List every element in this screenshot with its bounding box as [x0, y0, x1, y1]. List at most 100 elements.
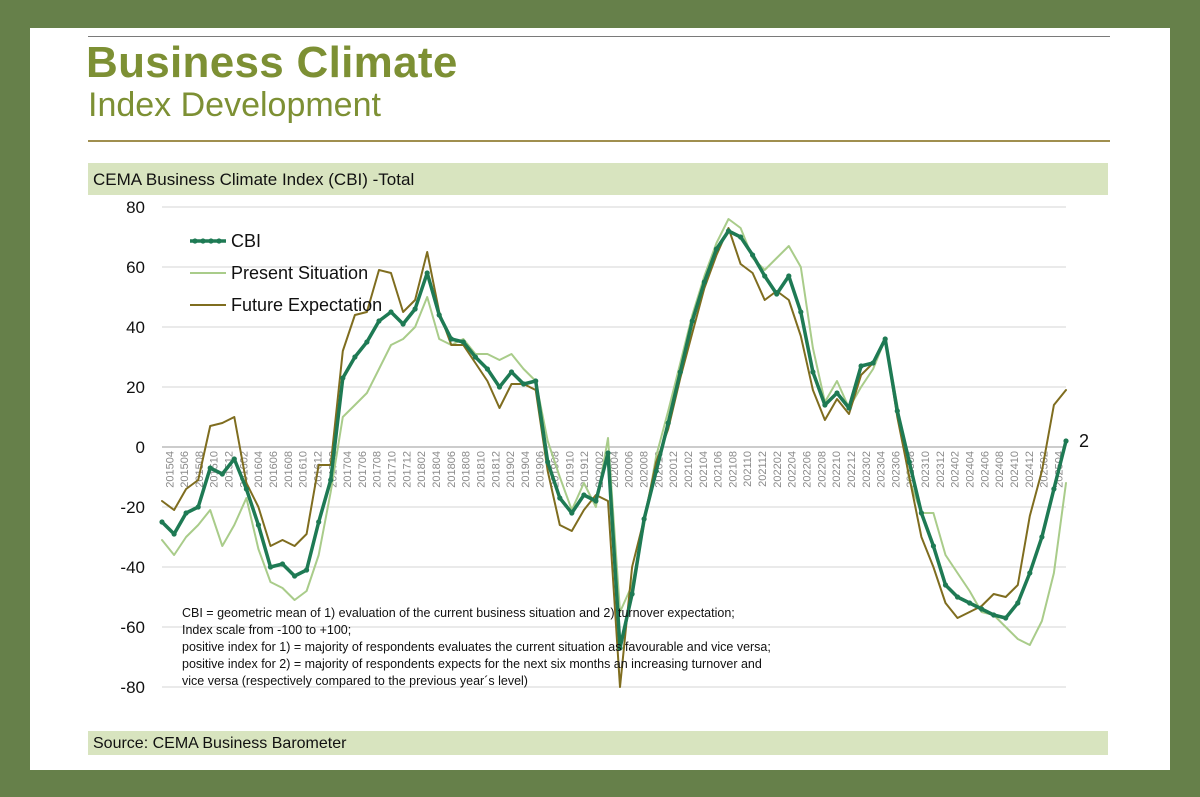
cbi-data-point: [219, 471, 225, 477]
cbi-data-point: [424, 270, 430, 276]
x-tick-label: 202202: [772, 451, 784, 488]
x-tick-label: 202004: [609, 451, 621, 488]
x-tick-label: 201608: [283, 451, 295, 488]
note-line: Index scale from -100 to +100;: [182, 623, 351, 637]
y-tick-label: 40: [126, 318, 145, 337]
cbi-data-point: [1063, 438, 1069, 444]
x-tick-label: 201802: [416, 451, 428, 488]
x-tick-label: 202302: [861, 451, 873, 488]
cbi-data-point: [195, 504, 201, 510]
cbi-data-point: [448, 336, 454, 342]
legend: CBI Present Situation Future Expectation: [190, 231, 382, 315]
cbi-data-point: [352, 354, 358, 360]
y-tick-label: 20: [126, 378, 145, 397]
x-tick-label: 202310: [920, 451, 932, 488]
cbi-data-point: [786, 273, 792, 279]
cbi-data-point: [436, 312, 442, 318]
y-tick-label: 80: [126, 198, 145, 217]
x-tick-label: 202304: [876, 451, 888, 488]
x-tick-label: 201506: [179, 451, 191, 488]
cbi-data-point: [412, 306, 418, 312]
y-tick-label: 60: [126, 258, 145, 277]
x-tick-label: 202502: [1039, 451, 1051, 488]
cbi-data-point: [508, 369, 515, 375]
x-tick-label: 202210: [831, 451, 843, 488]
x-tick-label: 201810: [475, 451, 487, 488]
cbi-data-point: [930, 543, 937, 549]
cbi-data-point: [979, 606, 985, 612]
cbi-data-point: [629, 591, 635, 597]
cbi-data-point: [521, 381, 527, 387]
y-tick-label: -80: [120, 678, 145, 697]
cbi-data-point: [484, 366, 490, 372]
cbi-data-point: [593, 498, 599, 504]
cbi-data-point: [605, 450, 611, 456]
x-tick-label: 202412: [1024, 451, 1036, 488]
cbi-data-point: [846, 405, 852, 411]
cbi-data-point: [316, 519, 322, 525]
y-tick-label: -20: [120, 498, 145, 517]
y-tick-label: -60: [120, 618, 145, 637]
page-title: Business Climate: [86, 38, 458, 87]
cbi-data-point: [472, 354, 478, 360]
series-line-future-expectation: [161, 227, 1067, 688]
cbi-data-point: [918, 510, 925, 516]
legend-marker-cbi: [216, 238, 222, 244]
legend-marker-cbi: [192, 238, 198, 244]
x-tick-label: 202212: [846, 451, 858, 488]
legend-marker-cbi: [208, 238, 214, 244]
note-line: CBI = geometric mean of 1) evaluation of…: [182, 606, 735, 620]
chart-header: CEMA Business Climate Index (CBI) -Total: [88, 163, 1108, 195]
x-tick-label: 201912: [579, 451, 591, 488]
note-line: positive index for 2) = majority of resp…: [182, 657, 762, 671]
cbi-data-point: [279, 561, 286, 567]
report-page: Business Climate Index Development CEMA …: [30, 28, 1170, 770]
x-tick-label: 201902: [505, 451, 517, 488]
x-tick-label: 201604: [253, 451, 265, 488]
cbi-data-point: [750, 252, 756, 258]
x-tick-label: 201808: [461, 451, 473, 488]
x-tick-label: 201706: [357, 451, 369, 488]
x-tick-label: 202410: [1009, 451, 1021, 488]
cbi-data-point: [183, 510, 189, 516]
cbi-end-value-label: 2: [1079, 431, 1089, 451]
cbi-data-point: [255, 522, 261, 528]
x-tick-label: 202402: [950, 451, 962, 488]
cbi-data-point: [267, 564, 274, 570]
cbi-data-point: [171, 531, 177, 537]
cbi-data-point: [292, 573, 298, 579]
legend-marker-cbi: [200, 238, 206, 244]
cbi-data-point: [894, 408, 900, 414]
cbi-data-point: [1015, 600, 1021, 606]
cbi-data-point: [304, 567, 310, 573]
title-divider: [88, 140, 1110, 142]
cbi-data-point: [1027, 570, 1033, 576]
cbi-data-point: [569, 510, 575, 516]
cbi-data-point: [689, 318, 695, 324]
x-tick-label: 201710: [387, 451, 399, 488]
cbi-data-point: [665, 420, 671, 426]
cbi-data-point: [533, 378, 539, 384]
source-note: Source: CEMA Business Barometer: [88, 731, 1108, 755]
x-tick-label: 202108: [727, 451, 739, 488]
x-tick-label: 202306: [890, 451, 902, 488]
cbi-data-point: [496, 384, 503, 390]
cbi-data-point: [557, 495, 563, 501]
cbi-data-point: [725, 228, 732, 234]
series-lines: [159, 218, 1069, 688]
cbi-data-point: [653, 468, 659, 474]
x-tick-label: 202106: [713, 451, 725, 488]
y-tick-label: 0: [136, 438, 145, 457]
x-tick-label: 201906: [535, 451, 547, 488]
cbi-data-point: [388, 309, 394, 315]
y-tick-label: -40: [120, 558, 145, 577]
cbi-data-point: [834, 390, 840, 396]
cbi-data-point: [713, 246, 720, 252]
top-divider: [88, 36, 1110, 37]
x-tick-label: 202404: [965, 451, 977, 488]
cbi-data-point: [581, 492, 587, 498]
cbi-data-point: [159, 519, 165, 525]
cbi-data-point: [340, 375, 346, 381]
cbi-data-point: [376, 318, 382, 324]
cbi-data-point: [870, 360, 876, 366]
